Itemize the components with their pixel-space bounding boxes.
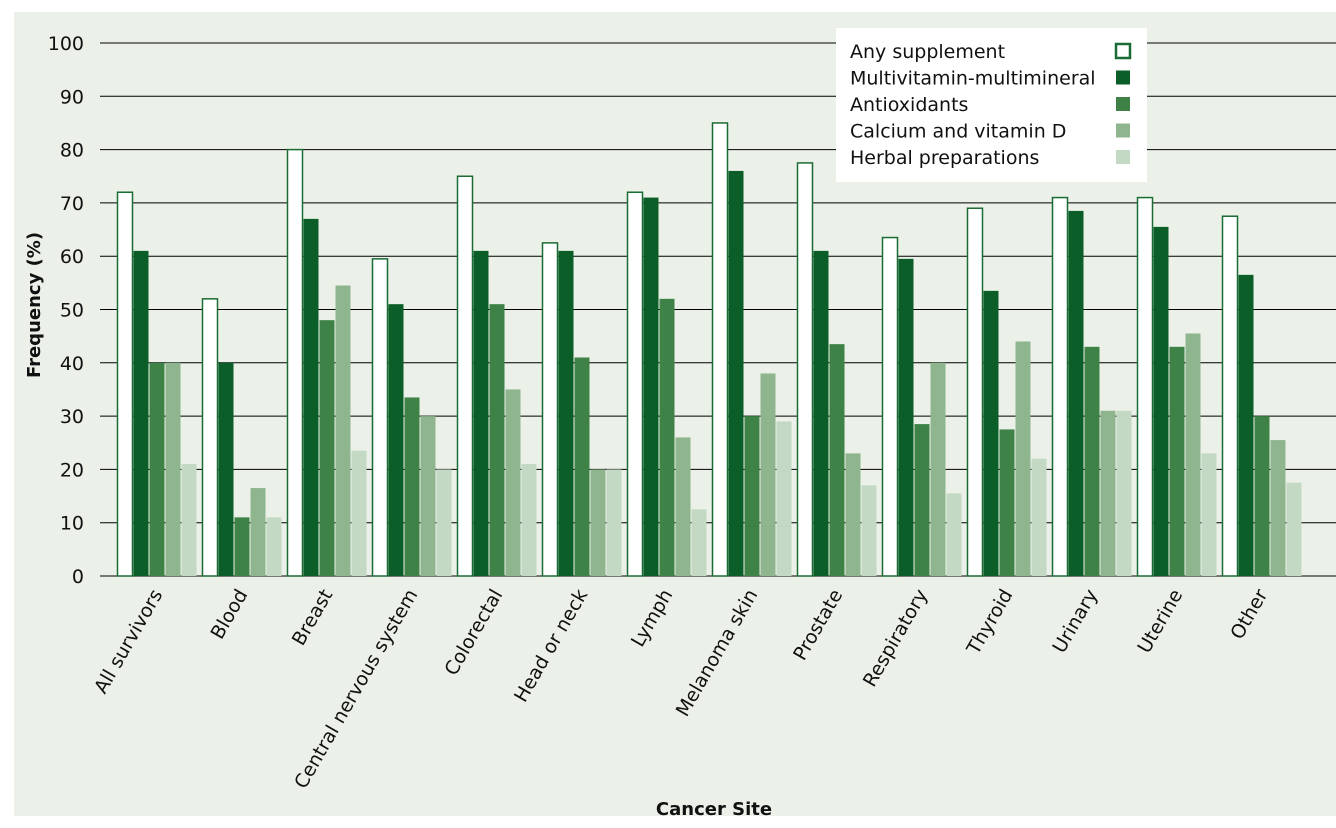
legend: Any supplement Multivitamin-multimineral A… [836, 28, 1147, 182]
bar [999, 429, 1015, 576]
bar [456, 175, 474, 577]
bar [1100, 410, 1116, 576]
bar [760, 373, 776, 576]
bar [371, 258, 389, 577]
bar [914, 424, 930, 576]
bar [234, 517, 250, 576]
bar [420, 416, 436, 576]
bar [1185, 333, 1201, 576]
bar [319, 320, 335, 576]
bars [116, 122, 1302, 577]
bar [590, 469, 606, 576]
bar [388, 304, 404, 576]
bar [1084, 346, 1100, 576]
y-tick-label: 50 [60, 300, 84, 322]
bar [861, 485, 877, 576]
bar [436, 469, 452, 576]
y-tick-label: 100 [48, 33, 84, 55]
bar [845, 453, 861, 576]
bar [165, 362, 181, 576]
bar [1031, 458, 1047, 576]
bar [776, 421, 792, 576]
bar [659, 298, 675, 576]
y-tick-label: 0 [72, 566, 84, 588]
bar [505, 389, 521, 576]
y-tick-label: 60 [60, 246, 84, 268]
bar [626, 191, 644, 577]
bar [201, 298, 219, 577]
bar [286, 148, 304, 577]
bar [1051, 196, 1069, 577]
bar [541, 242, 559, 577]
bar [558, 250, 574, 576]
bar [303, 218, 319, 576]
bar [521, 464, 537, 576]
bar [473, 250, 489, 576]
bar [181, 464, 197, 576]
legend-label: Multivitamin-multimineral [850, 68, 1096, 90]
bar [133, 250, 149, 576]
bar [1116, 410, 1132, 576]
bar [1136, 196, 1154, 577]
bar [1286, 482, 1302, 576]
bar [946, 493, 962, 576]
y-tick-label: 40 [60, 353, 84, 375]
legend-swatch [1114, 42, 1132, 60]
bar [966, 207, 984, 577]
bar [1221, 215, 1239, 577]
bar [1015, 341, 1031, 576]
y-axis-title: Frequency (%) [24, 232, 45, 378]
x-axis-title: Cancer Site [656, 799, 772, 820]
legend-swatch [1116, 70, 1130, 85]
bar [250, 488, 266, 576]
y-tick-label: 20 [60, 459, 84, 481]
bar [489, 304, 505, 576]
y-tick-label: 70 [60, 193, 84, 215]
bar [1254, 416, 1270, 576]
bar [675, 437, 691, 576]
bar [574, 357, 590, 576]
legend-swatch [1116, 97, 1130, 111]
bar [983, 290, 999, 576]
bar [1068, 210, 1084, 576]
bar [351, 450, 367, 576]
legend-swatch [1116, 150, 1130, 164]
bar [1270, 440, 1286, 576]
legend-label: Antioxidants [850, 94, 968, 116]
bar [813, 250, 829, 576]
bar [404, 397, 420, 576]
legend-label: Calcium and vitamin D [850, 121, 1066, 143]
y-tick-label: 80 [60, 140, 84, 162]
bar [728, 170, 744, 577]
legend-box [836, 28, 1147, 182]
bar [744, 416, 760, 576]
bar [266, 517, 282, 576]
legend-label: Any supplement [850, 41, 1005, 63]
bar [218, 362, 234, 576]
bar [149, 362, 165, 576]
bar [898, 258, 914, 576]
bar [881, 236, 899, 577]
bar [643, 197, 659, 576]
bar [1238, 274, 1254, 576]
y-tick-label: 90 [60, 86, 84, 108]
y-tick-label: 10 [60, 513, 84, 535]
bar [796, 162, 814, 577]
bar [711, 122, 729, 577]
bar [691, 509, 707, 576]
bar [606, 469, 622, 576]
bar [116, 191, 134, 577]
bar [1169, 346, 1185, 576]
bar [335, 285, 351, 576]
legend-label: Herbal preparations [850, 147, 1039, 169]
bar [1201, 453, 1217, 576]
y-axis-ticks: 0 10 20 30 40 50 60 70 80 90 100 [48, 33, 84, 588]
y-tick-label: 30 [60, 406, 84, 428]
bar [930, 362, 946, 576]
legend-swatch [1116, 123, 1130, 138]
bar [1153, 226, 1169, 576]
bar [829, 344, 845, 576]
